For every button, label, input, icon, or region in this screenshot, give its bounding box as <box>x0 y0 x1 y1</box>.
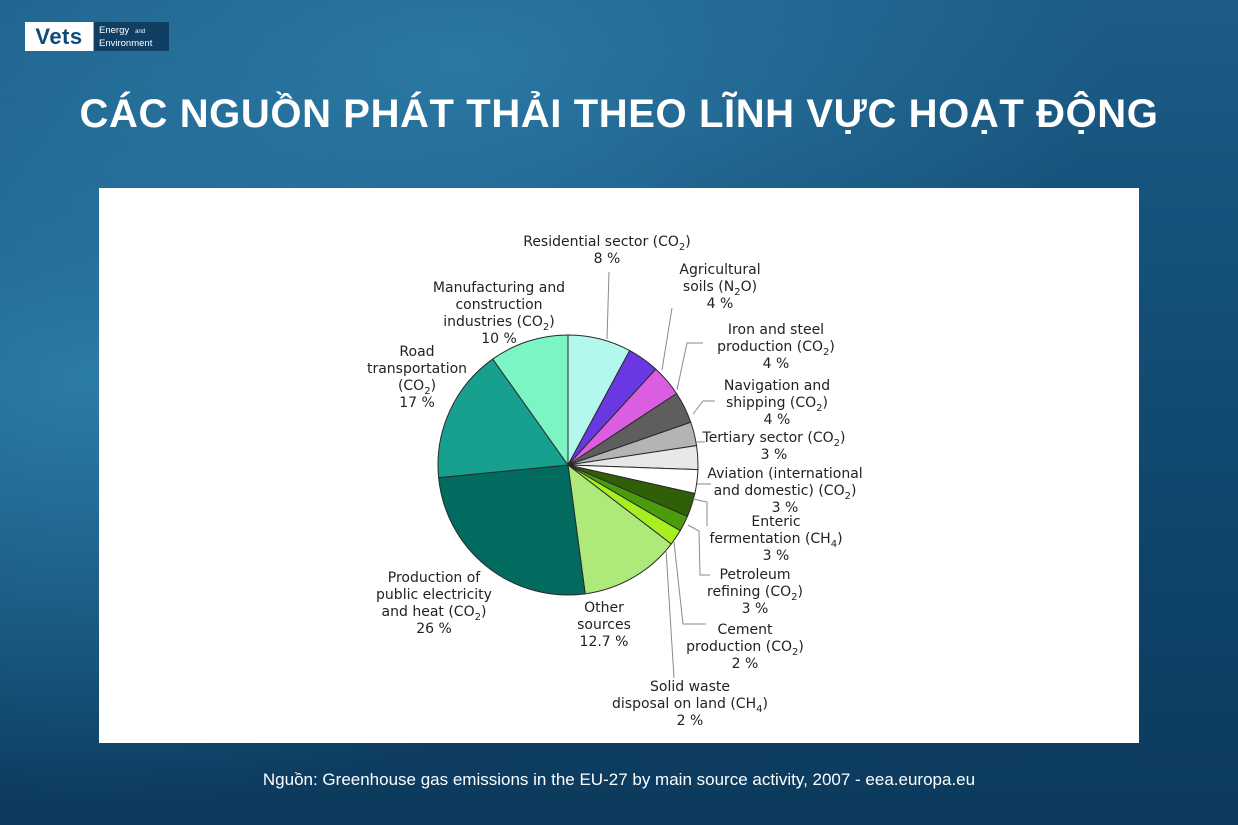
slice-labels: Residential sector (CO2)8 %Agriculturals… <box>367 234 863 729</box>
slice-label-production-line1: Production of <box>388 570 482 586</box>
pie-slice <box>567 463 672 595</box>
slice-label-navigation-line2: shipping (CO2) <box>726 395 828 414</box>
slice-label-road-pct: 17 % <box>399 395 435 411</box>
slice-label-navigation-line1: Navigation and <box>724 378 830 394</box>
leader-lines <box>606 271 715 679</box>
slice-label-residential-pct: 8 % <box>594 251 621 267</box>
slice-label-petroleum-pct: 3 % <box>742 601 769 617</box>
leader-line-solid <box>665 549 675 679</box>
slice-label-tertiary-line1: Tertiary sector (CO2) <box>702 430 846 449</box>
source-note: Nguồn: Greenhouse gas emissions in the E… <box>262 770 976 789</box>
slice-label-solid-pct: 2 % <box>677 713 704 729</box>
slice-label-agricultural-pct: 4 % <box>707 296 734 312</box>
slice-label-solid-line2: disposal on land (CH4) <box>612 696 768 715</box>
pie-slice <box>492 334 569 467</box>
logo-tagline-line2: Environment <box>99 38 153 49</box>
leader-line-petroleum <box>687 524 710 576</box>
slice-label-cement-line1: Cement <box>717 622 773 638</box>
slice-label-other-line1: Other <box>584 600 624 616</box>
leader-line-iron <box>676 342 703 391</box>
slice-label-agricultural-line2: soils (N2O) <box>683 279 757 298</box>
slice-label-road-line2: transportation <box>367 361 467 377</box>
slice-label-manufacturing-pct: 10 % <box>481 331 517 347</box>
leader-line-cement <box>673 541 706 625</box>
logo-brand: Vets <box>25 22 93 51</box>
slice-label-other-line2: sources <box>577 617 631 633</box>
slice-label-iron-line1: Iron and steel <box>728 322 824 338</box>
slice-label-manufacturing-line3: industries (CO2) <box>443 314 554 333</box>
slice-label-tertiary-pct: 3 % <box>761 447 788 463</box>
slice-label-production-pct: 26 % <box>416 621 452 637</box>
slice-label-agricultural-line1: Agricultural <box>679 262 760 278</box>
slice-label-cement-line2: production (CO2) <box>686 639 804 658</box>
slice-label-enteric-line1: Enteric <box>751 514 800 530</box>
page-title: CÁC NGUỒN PHÁT THẢI THEO LĨNH VỰC HOẠT Đ… <box>79 92 1159 136</box>
slice-label-iron-line2: production (CO2) <box>717 339 835 358</box>
leader-line-navigation <box>692 400 715 415</box>
slice-label-aviation-line2: and domestic) (CO2) <box>714 483 857 502</box>
slice-label-cement-pct: 2 % <box>732 656 759 672</box>
logo-tagline-line1: Energy <box>99 25 130 36</box>
logo-tagline-and: and <box>135 29 146 35</box>
slice-label-enteric-pct: 3 % <box>763 548 790 564</box>
slice-label-other-pct: 12.7 % <box>580 634 629 650</box>
pie-slice <box>438 464 586 596</box>
slice-label-residential-line1: Residential sector (CO2) <box>523 234 691 253</box>
slice-label-road-line1: Road <box>399 344 434 360</box>
pie-chart: Residential sector (CO2)8 %Agriculturals… <box>367 234 863 729</box>
slice-label-production-line2: public electricity <box>376 587 492 603</box>
slice-label-aviation-pct: 3 % <box>772 500 799 516</box>
leader-line-agricultural <box>661 307 673 371</box>
leader-line-enteric <box>692 498 708 526</box>
slice-label-petroleum-line2: refining (CO2) <box>707 584 803 603</box>
slice-label-manufacturing-line2: construction <box>455 297 542 313</box>
slice-label-iron-pct: 4 % <box>763 356 790 372</box>
slice-label-aviation-line1: Aviation (international <box>707 466 862 482</box>
vets-logo: Vets Energy and Environment <box>25 22 169 51</box>
chart-panel: Residential sector (CO2) 8 % Agricultural s… <box>99 188 1139 743</box>
slice-label-navigation-pct: 4 % <box>764 412 791 428</box>
slice-label-road-line3: (CO2) <box>398 378 436 397</box>
slice-label-enteric-line2: fermentation (CH4) <box>709 531 842 550</box>
slice-label-solid-line1: Solid waste <box>650 679 730 695</box>
slice-label-manufacturing-line1: Manufacturing and <box>433 280 565 296</box>
pie-slice <box>437 358 569 479</box>
logo-tagline: Energy and Environment <box>93 22 169 51</box>
slice-label-production-line3: and heat (CO2) <box>382 604 487 623</box>
pie-slices <box>437 334 699 596</box>
slice-label-petroleum-line1: Petroleum <box>719 567 790 583</box>
leader-line-residential <box>606 271 610 340</box>
